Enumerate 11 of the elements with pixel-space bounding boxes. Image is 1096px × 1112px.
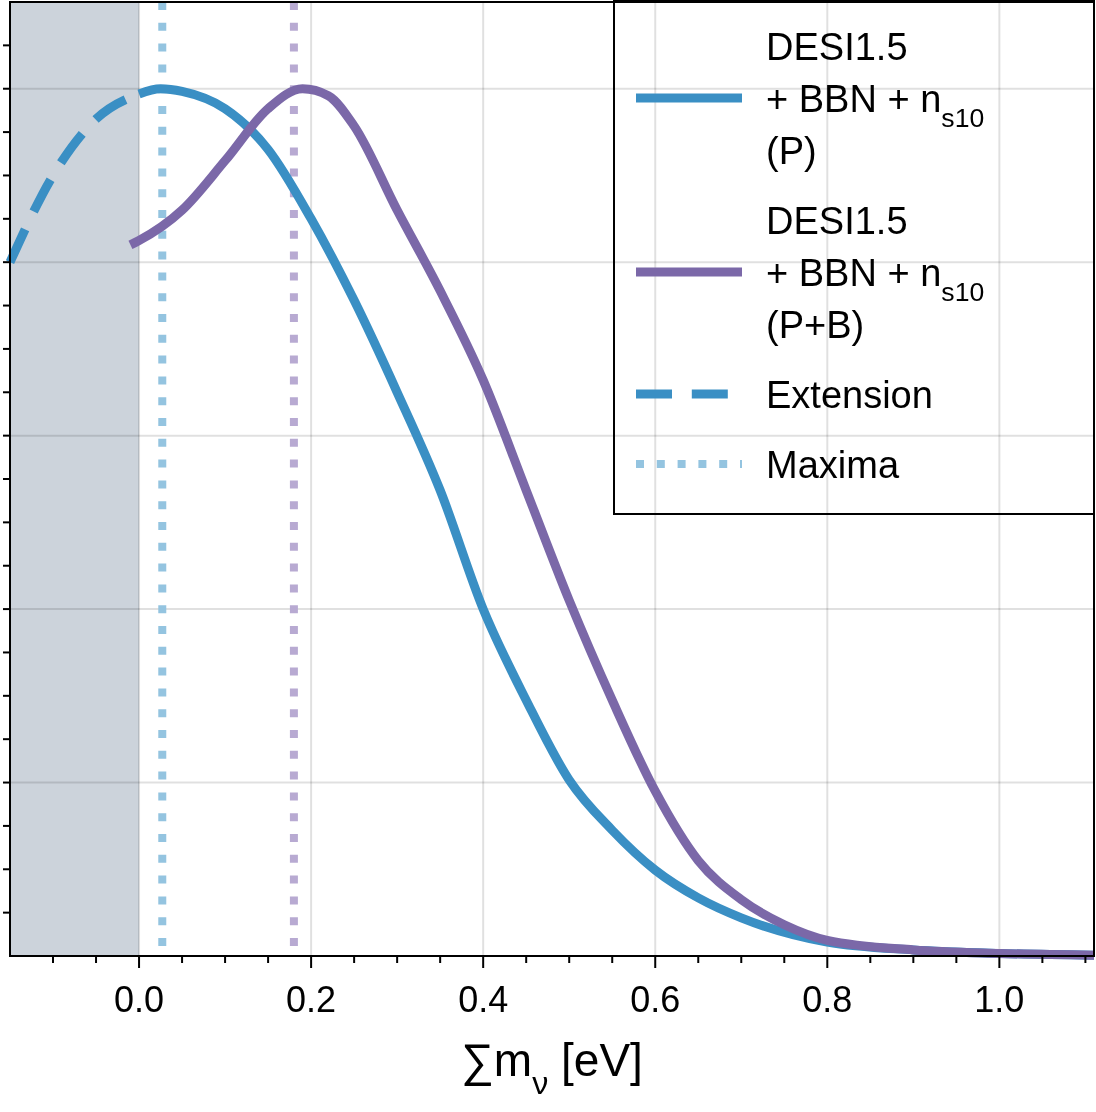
x-tick-label: 0.6 <box>630 979 681 1020</box>
x-tick-label: 0.4 <box>458 979 509 1020</box>
text: DESI1.5 + BBN + n$_{s10}$ (P) <box>766 26 985 172</box>
x-tick-label: 0.2 <box>286 979 337 1020</box>
annotation: Maxima <box>766 444 900 486</box>
x-tick-label: 1.0 <box>974 979 1025 1020</box>
x-axis-title: ∑m$_{ν}$ [eV] <box>461 1034 643 1101</box>
legend-label: Extension <box>766 374 933 416</box>
x-tick-label: 0.0 <box>114 979 165 1020</box>
x-tick-label: 0.8 <box>802 979 853 1020</box>
text: DESI1.5 + BBN + n$_{s10}$ (P+B) <box>766 200 985 346</box>
